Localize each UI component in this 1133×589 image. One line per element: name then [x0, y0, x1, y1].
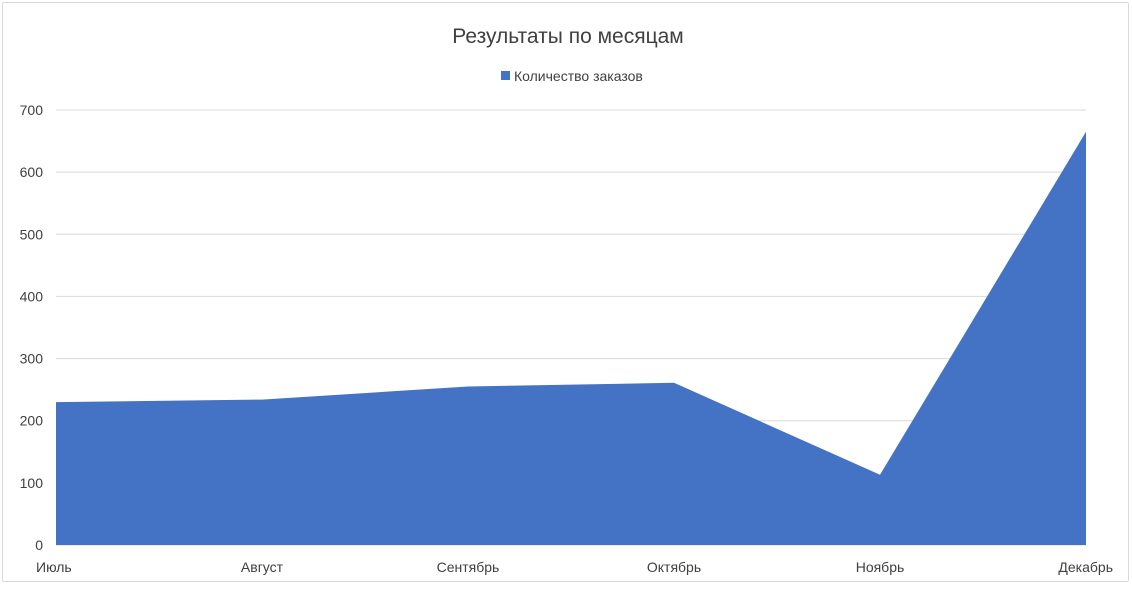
y-axis: 0 100 200 300 400 500 600 700 [20, 102, 44, 553]
x-tick-label: Декабрь [1058, 559, 1113, 575]
x-tick-label: Сентябрь [437, 559, 500, 575]
y-tick-label: 100 [20, 475, 44, 491]
y-tick-label: 600 [20, 164, 44, 180]
legend-swatch [501, 71, 510, 80]
x-tick-label: Октябрь [647, 559, 701, 575]
x-tick-label: Август [241, 559, 284, 575]
x-tick-label: Июль [36, 559, 72, 575]
x-axis: Июль Август Сентябрь Октябрь Ноябрь Декабрь [36, 559, 1113, 575]
y-tick-label: 400 [20, 288, 44, 304]
series-area-path [56, 131, 1086, 545]
y-tick-label: 500 [20, 226, 44, 242]
y-tick-label: 300 [20, 351, 44, 367]
series-area [56, 131, 1086, 545]
y-tick-label: 700 [20, 102, 44, 118]
y-tick-label: 0 [35, 537, 43, 553]
area-chart: Результаты по месяцам Количество заказов… [20, 25, 1113, 575]
legend: Количество заказов [501, 68, 643, 84]
legend-label: Количество заказов [514, 68, 643, 84]
chart-frame: Результаты по месяцам Количество заказов… [2, 2, 1129, 582]
y-tick-label: 200 [20, 413, 44, 429]
chart-title: Результаты по месяцам [452, 25, 683, 48]
x-tick-label: Ноябрь [856, 559, 905, 575]
